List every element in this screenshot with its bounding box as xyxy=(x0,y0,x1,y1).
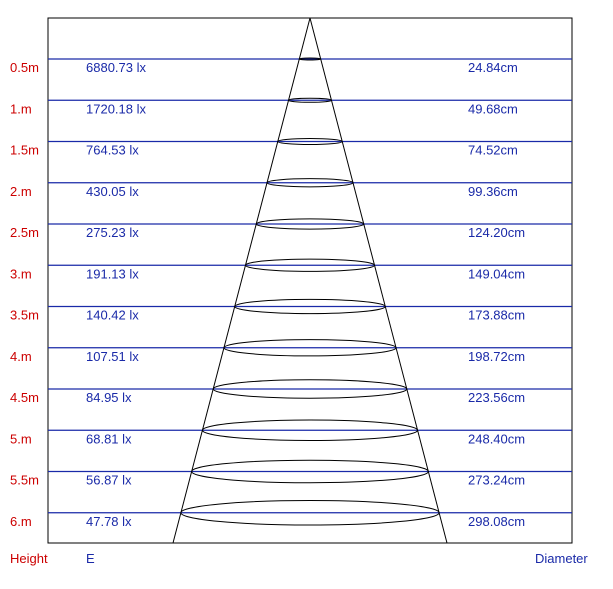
height-label: 1.5m xyxy=(10,143,39,158)
diameter-value: 99.36cm xyxy=(468,184,518,199)
height-label: 3.5m xyxy=(10,308,39,323)
illuminance-axis-label: E xyxy=(86,551,95,566)
height-label: 5.5m xyxy=(10,473,39,488)
diameter-value: 273.24cm xyxy=(468,473,525,488)
height-axis-label: Height xyxy=(10,551,48,566)
illuminance-value: 430.05 lx xyxy=(86,184,139,199)
diameter-value: 49.68cm xyxy=(468,101,518,116)
illuminance-value: 6880.73 lx xyxy=(86,60,146,75)
row-labels: 0.5m 6880.73 lx 24.84cm 1.m 1720.18 lx 49.68c… xyxy=(10,60,525,529)
diameter-value: 124.20cm xyxy=(468,225,525,240)
light-cone xyxy=(172,17,448,544)
height-label: 2.5m xyxy=(10,225,39,240)
illuminance-value: 1720.18 lx xyxy=(86,101,146,116)
diameter-value: 223.56cm xyxy=(468,390,525,405)
height-label: 3.m xyxy=(10,266,32,281)
illuminance-value: 191.13 lx xyxy=(86,266,139,281)
height-label: 4.m xyxy=(10,349,32,364)
diameter-value: 149.04cm xyxy=(468,266,525,281)
illuminance-value: 68.81 lx xyxy=(86,431,132,446)
height-label: 5.m xyxy=(10,431,32,446)
height-label: 6.m xyxy=(10,514,32,529)
grid-lines xyxy=(48,58,572,514)
diameter-value: 24.84cm xyxy=(468,60,518,75)
cone-right-edge xyxy=(309,17,448,544)
illuminance-value: 47.78 lx xyxy=(86,514,132,529)
illuminance-value: 84.95 lx xyxy=(86,390,132,405)
height-label: 4.5m xyxy=(10,390,39,405)
diameter-value: 248.40cm xyxy=(468,431,525,446)
diameter-value: 298.08cm xyxy=(468,514,525,529)
height-label: 1.m xyxy=(10,101,32,116)
diameter-value: 74.52cm xyxy=(468,143,518,158)
diameter-axis-label: Diameter xyxy=(535,551,588,566)
illuminance-value: 764.53 lx xyxy=(86,143,139,158)
diameter-value: 198.72cm xyxy=(468,349,525,364)
diameter-value: 173.88cm xyxy=(468,308,525,323)
illuminance-value: 56.87 lx xyxy=(86,473,132,488)
illuminance-value: 107.51 lx xyxy=(86,349,139,364)
illuminance-value: 275.23 lx xyxy=(86,225,139,240)
height-label: 0.5m xyxy=(10,60,39,75)
cone-left-edge xyxy=(172,17,311,544)
height-label: 2.m xyxy=(10,184,32,199)
illuminance-value: 140.42 lx xyxy=(86,308,139,323)
